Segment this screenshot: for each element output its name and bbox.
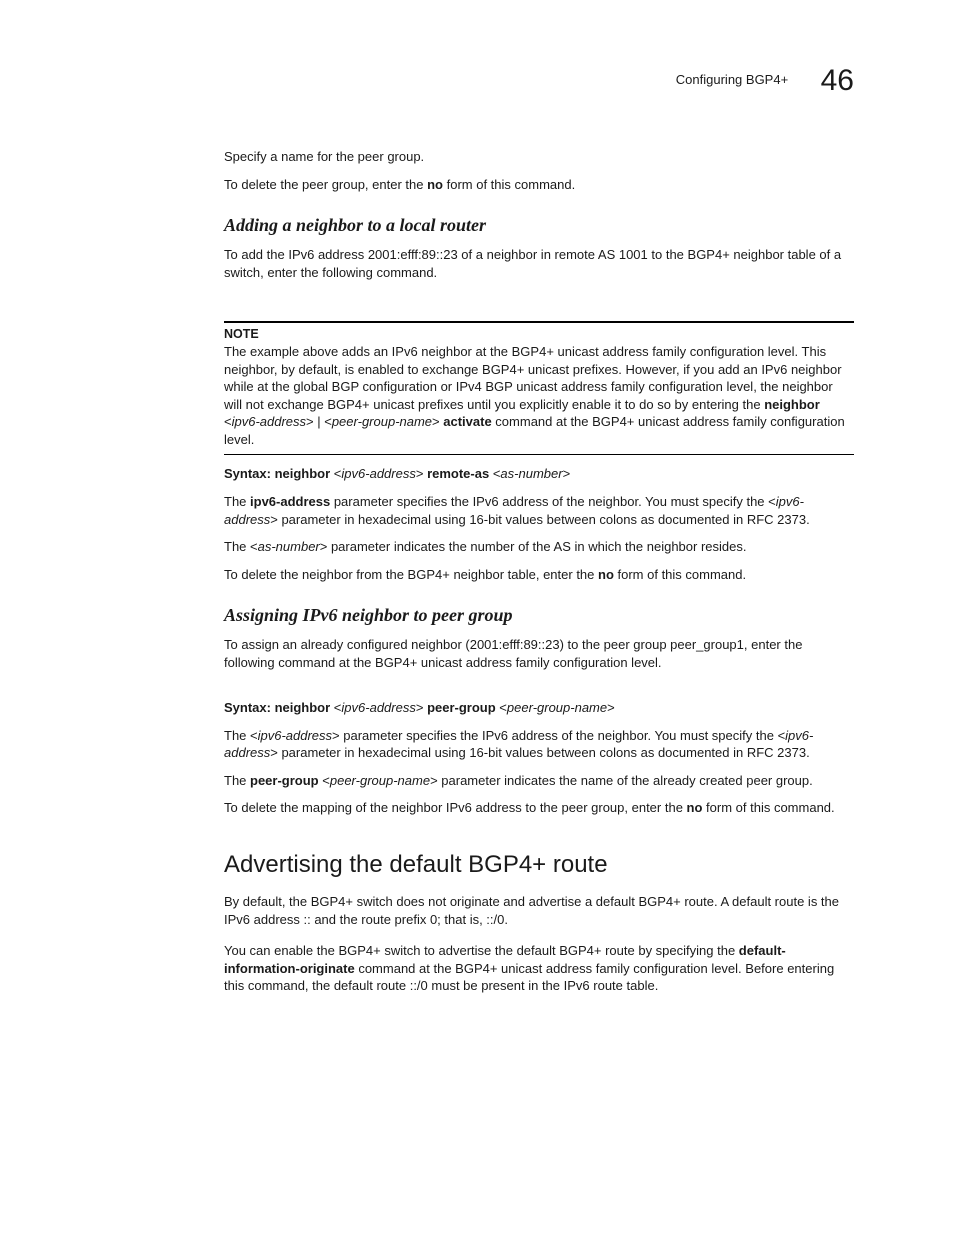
syntax-line-1: Syntax: neighbor <ipv6-address> remote-a… — [224, 465, 854, 483]
bold-text: no — [427, 177, 443, 192]
subheading-adding-neighbor: Adding a neighbor to a local router — [224, 215, 854, 236]
sec2b-p1: The <ipv6-address> parameter specifies t… — [224, 727, 854, 762]
text: > — [607, 700, 615, 715]
italic-text: as-number — [258, 539, 320, 554]
bold-text: no — [687, 800, 703, 815]
page-header: Configuring BGP4+ 46 — [224, 58, 854, 92]
bold-text: remote-as — [427, 466, 489, 481]
italic-text: peer-group-name — [332, 414, 432, 429]
italic-text: ipv6-address — [232, 414, 306, 429]
text: To delete the peer group, enter the — [224, 177, 427, 192]
text: < — [319, 773, 330, 788]
intro-p1: Specify a name for the peer group. — [224, 148, 854, 166]
note-label: NOTE — [224, 327, 854, 341]
subheading-assigning-peer-group: Assigning IPv6 neighbor to peer group — [224, 605, 854, 626]
sec3-p2: You can enable the BGP4+ switch to adver… — [224, 942, 854, 995]
bold-text: Syntax: neighbor — [224, 700, 330, 715]
text: parameter specifies the IPv6 address of … — [330, 494, 776, 509]
text: form of this command. — [443, 177, 575, 192]
sec1b-p2: The <as-number> parameter indicates the … — [224, 538, 854, 556]
italic-text: ipv6-address — [341, 466, 415, 481]
text: < — [224, 414, 232, 429]
text: > parameter indicates the number of the … — [320, 539, 747, 554]
text: > — [563, 466, 571, 481]
sec1b-p1: The ipv6-address parameter specifies the… — [224, 493, 854, 528]
sec3-p1: By default, the BGP4+ switch does not or… — [224, 893, 854, 928]
document-page: Configuring BGP4+ 46 Specify a name for … — [0, 0, 954, 1235]
text: The < — [224, 728, 258, 743]
text: To delete the mapping of the neighbor IP… — [224, 800, 687, 815]
bold-text: peer-group — [250, 773, 319, 788]
bold-text: activate — [443, 414, 491, 429]
text: You can enable the BGP4+ switch to adver… — [224, 943, 739, 958]
text: The example above adds an IPv6 neighbor … — [224, 344, 842, 412]
text: > — [432, 414, 443, 429]
heading-advertising-default-route: Advertising the default BGP4+ route — [224, 851, 854, 879]
sec1b-p3: To delete the neighbor from the BGP4+ ne… — [224, 566, 854, 584]
text: The — [224, 494, 250, 509]
text: form of this command. — [702, 800, 834, 815]
italic-text: ipv6-address — [258, 728, 332, 743]
chapter-number: 46 — [821, 64, 854, 98]
bold-text: peer-group — [427, 700, 496, 715]
bold-text: neighbor — [764, 397, 820, 412]
text: > | < — [306, 414, 332, 429]
italic-text: ipv6-address — [341, 700, 415, 715]
text: < — [496, 700, 507, 715]
syntax-line-2: Syntax: neighbor <ipv6-address> peer-gro… — [224, 699, 854, 717]
text: < — [330, 466, 341, 481]
italic-text: peer-group-name — [507, 700, 607, 715]
bold-text: no — [598, 567, 614, 582]
text: The < — [224, 539, 258, 554]
note-box: NOTE The example above adds an IPv6 neig… — [224, 321, 854, 455]
italic-text: as-number — [500, 466, 562, 481]
text: The — [224, 773, 250, 788]
sec2b-p3: To delete the mapping of the neighbor IP… — [224, 799, 854, 817]
bold-text: Syntax: neighbor — [224, 466, 330, 481]
text: > — [416, 700, 427, 715]
italic-text: peer-group-name — [330, 773, 430, 788]
text: > parameter in hexadecimal using 16-bit … — [270, 512, 809, 527]
intro-p2: To delete the peer group, enter the no f… — [224, 176, 854, 194]
text: < — [489, 466, 500, 481]
bold-text: ipv6-address — [250, 494, 330, 509]
header-title: Configuring BGP4+ — [676, 72, 788, 87]
text: To delete the neighbor from the BGP4+ ne… — [224, 567, 598, 582]
text: < — [330, 700, 341, 715]
text: > parameter in hexadecimal using 16-bit … — [270, 745, 809, 760]
text: > parameter indicates the name of the al… — [430, 773, 813, 788]
note-text: The example above adds an IPv6 neighbor … — [224, 343, 854, 448]
text: > — [416, 466, 427, 481]
text: form of this command. — [614, 567, 746, 582]
sec2b-p2: The peer-group <peer-group-name> paramet… — [224, 772, 854, 790]
sec1-p1: To add the IPv6 address 2001:efff:89::23… — [224, 246, 854, 281]
text: > parameter specifies the IPv6 address o… — [332, 728, 785, 743]
sec2-p1: To assign an already configured neighbor… — [224, 636, 854, 671]
